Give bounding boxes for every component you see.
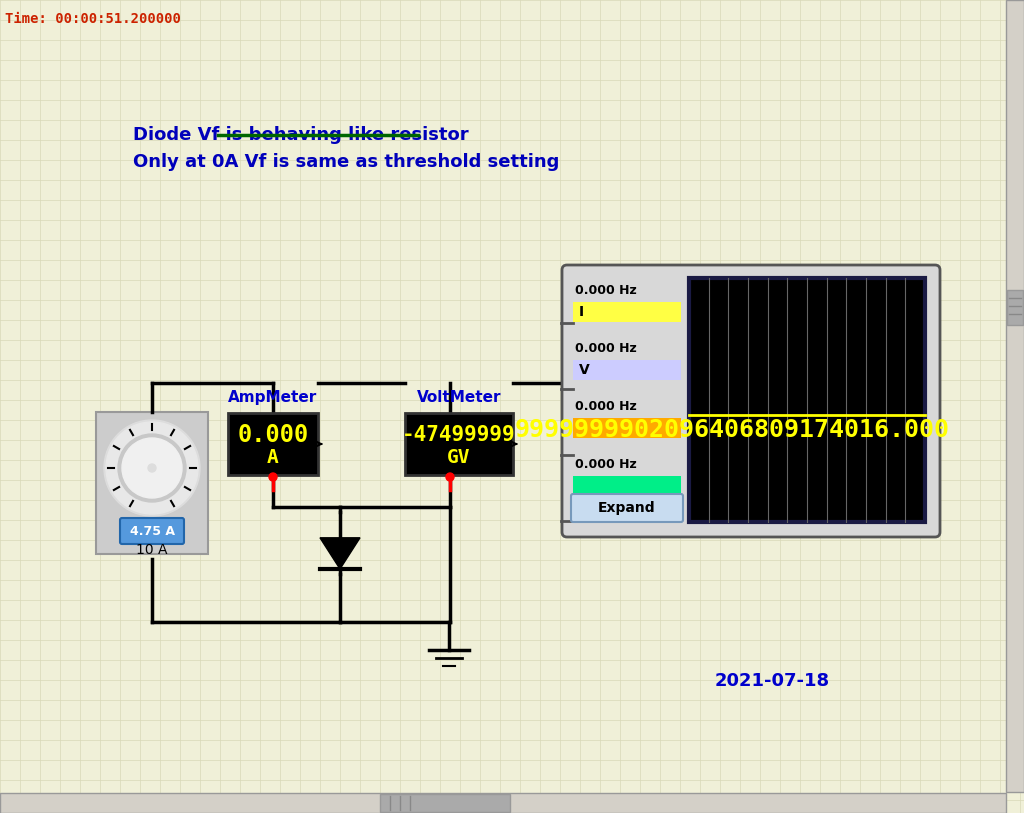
FancyBboxPatch shape	[571, 494, 683, 522]
Text: 10 A: 10 A	[136, 543, 168, 557]
Bar	[96, 412, 208, 554]
Text: Expand: Expand	[598, 501, 655, 515]
Text: 2021-07-18: 2021-07-18	[715, 672, 830, 690]
Text: Diode Vf is behaving like resistor: Diode Vf is behaving like resistor	[133, 126, 469, 144]
Text: 4.75 A: 4.75 A	[129, 524, 174, 537]
Bar	[0, 793, 1006, 813]
Bar	[573, 302, 681, 322]
Bar	[380, 794, 510, 812]
Circle shape	[104, 420, 200, 516]
Text: VoltMeter: VoltMeter	[417, 389, 502, 405]
Bar	[573, 360, 681, 380]
Text: 0.000 Hz: 0.000 Hz	[575, 399, 637, 412]
Text: 0.000: 0.000	[238, 423, 308, 446]
Text: A: A	[267, 448, 279, 467]
Text: Time: 00:00:51.200000: Time: 00:00:51.200000	[5, 12, 181, 26]
Circle shape	[269, 473, 278, 481]
Bar	[406, 413, 513, 475]
Text: 0.000 Hz: 0.000 Hz	[575, 458, 637, 471]
Polygon shape	[319, 538, 360, 569]
Text: GV: GV	[447, 448, 471, 467]
Bar	[1006, 0, 1024, 792]
FancyBboxPatch shape	[120, 518, 184, 544]
FancyBboxPatch shape	[562, 265, 940, 537]
Bar	[228, 413, 318, 475]
Text: AmpMeter: AmpMeter	[228, 389, 317, 405]
Text: 0.000 Hz: 0.000 Hz	[575, 341, 637, 354]
Circle shape	[446, 473, 454, 481]
Text: 0.000 Hz: 0.000 Hz	[575, 284, 637, 297]
Circle shape	[122, 438, 182, 498]
Bar	[1007, 290, 1023, 325]
Text: V: V	[579, 363, 590, 377]
Bar	[689, 278, 925, 522]
Text: Only at 0A Vf is same as threshold setting: Only at 0A Vf is same as threshold setti…	[133, 153, 559, 171]
Text: -47499999: -47499999	[402, 424, 516, 445]
Text: I: I	[579, 305, 584, 319]
Bar	[573, 476, 681, 496]
Circle shape	[118, 434, 186, 502]
Circle shape	[148, 464, 156, 472]
Text: 9999999902096406809174016.000: 9999999902096406809174016.000	[515, 418, 950, 442]
Bar	[573, 418, 681, 438]
Circle shape	[106, 422, 198, 514]
